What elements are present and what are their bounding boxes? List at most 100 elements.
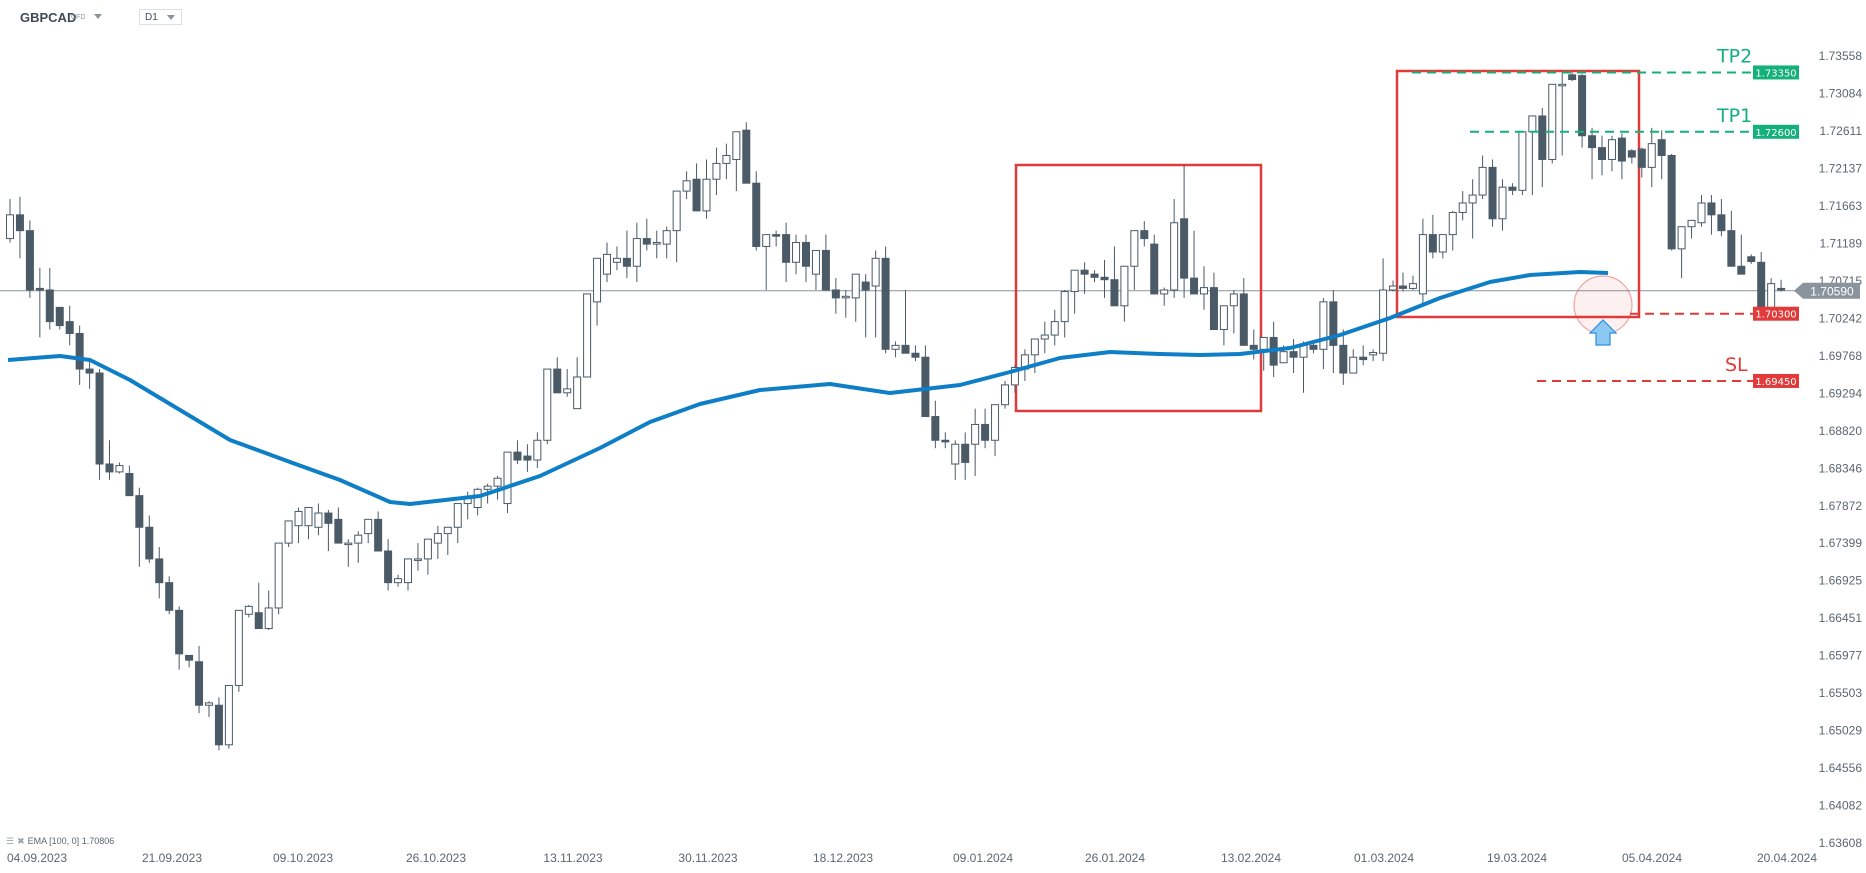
indicator-remove-icon[interactable]: ✖ bbox=[17, 836, 25, 846]
candle-body bbox=[662, 230, 671, 245]
candle bbox=[642, 218, 651, 251]
candle bbox=[961, 432, 970, 480]
candle-body bbox=[593, 257, 602, 303]
candle bbox=[1578, 74, 1587, 148]
candle bbox=[274, 542, 283, 615]
candle bbox=[433, 525, 442, 559]
ema-100-line bbox=[7, 270, 1609, 506]
candle bbox=[1677, 226, 1686, 279]
candle bbox=[1637, 147, 1646, 178]
candle-body bbox=[85, 368, 94, 374]
candle-body bbox=[1737, 265, 1746, 275]
indicator-settings-icon[interactable]: ☰ bbox=[6, 836, 15, 846]
candle bbox=[374, 511, 383, 552]
candle bbox=[1001, 380, 1009, 409]
candle bbox=[135, 487, 144, 567]
candle bbox=[881, 246, 890, 354]
candle-body bbox=[1418, 234, 1427, 295]
candle bbox=[1588, 127, 1597, 180]
candle-body bbox=[1209, 287, 1218, 331]
candle bbox=[1180, 164, 1189, 298]
candle-body bbox=[1617, 137, 1626, 162]
candle-body bbox=[1767, 283, 1776, 311]
candle-body bbox=[1050, 321, 1059, 336]
candle bbox=[443, 526, 452, 555]
candle-body bbox=[1528, 115, 1537, 133]
timeframe-select[interactable]: D1 bbox=[139, 9, 182, 25]
candle-body bbox=[433, 533, 442, 544]
candle-body bbox=[6, 214, 14, 240]
candle-body bbox=[1448, 211, 1457, 236]
candle bbox=[65, 305, 74, 346]
candle-body bbox=[1070, 269, 1079, 293]
chevron-down-icon bbox=[167, 15, 175, 20]
candle bbox=[1379, 258, 1388, 362]
level-price-tag bbox=[1753, 373, 1799, 388]
level-price-tag bbox=[1753, 306, 1799, 321]
candle-body bbox=[1130, 230, 1139, 267]
candle-body bbox=[1200, 287, 1208, 295]
candle bbox=[1737, 234, 1746, 275]
candle bbox=[543, 368, 552, 445]
candle-body bbox=[861, 281, 870, 291]
price-axis[interactable]: 1.73558 1.73084 1.72611 1.72137 1.71663 1.711… bbox=[1794, 49, 1862, 850]
candle-body bbox=[1030, 338, 1039, 356]
date-tick: 26.10.2023 bbox=[406, 851, 466, 865]
candle bbox=[1458, 191, 1467, 221]
symbol-dropdown-chevron-icon[interactable] bbox=[94, 14, 102, 19]
candle-body bbox=[1140, 230, 1149, 240]
candle-body bbox=[244, 605, 253, 615]
candle-body bbox=[264, 607, 273, 630]
candle-body bbox=[1667, 155, 1676, 250]
candle bbox=[45, 267, 54, 330]
time-axis[interactable]: 04.09.2023 21.09.2023 09.10.2023 26.10.2023… bbox=[7, 851, 1817, 865]
candle-body bbox=[792, 242, 801, 263]
candle-body bbox=[871, 257, 880, 287]
candle bbox=[1528, 115, 1537, 196]
candle-body bbox=[1060, 291, 1069, 323]
candle bbox=[951, 440, 960, 480]
candle bbox=[672, 190, 681, 263]
candle bbox=[622, 230, 631, 279]
candle-body bbox=[1219, 305, 1228, 331]
date-tick: 18.12.2023 bbox=[813, 851, 873, 865]
current-price-tag bbox=[1794, 282, 1860, 299]
candle-body bbox=[25, 230, 34, 291]
candle bbox=[234, 609, 243, 692]
candle-body bbox=[563, 388, 572, 394]
date-tick: 19.03.2024 bbox=[1487, 851, 1547, 865]
candle-body bbox=[1607, 139, 1616, 160]
candle bbox=[1150, 234, 1159, 295]
symbol-type-badge: CFD bbox=[71, 14, 86, 21]
candle bbox=[523, 444, 532, 472]
candle-body bbox=[185, 654, 194, 661]
candle-body bbox=[782, 234, 791, 263]
candle bbox=[1488, 159, 1497, 227]
price-tick: 1.66451 bbox=[1819, 611, 1863, 625]
candle bbox=[1369, 349, 1378, 362]
indicator-legend: ☰ ✖ EMA [100, 0] 1.70806 bbox=[6, 836, 114, 847]
candle-body bbox=[891, 344, 900, 350]
candle bbox=[1548, 83, 1557, 164]
price-tick: 1.67872 bbox=[1819, 499, 1863, 513]
candle bbox=[244, 604, 253, 618]
price-tick: 1.68820 bbox=[1819, 424, 1863, 438]
candle-body bbox=[1040, 334, 1049, 340]
candle-body bbox=[155, 558, 164, 584]
candle bbox=[1627, 149, 1636, 164]
candle-body bbox=[234, 609, 243, 686]
level-label: SL bbox=[1725, 354, 1748, 376]
candle-body bbox=[1657, 139, 1666, 157]
symbol-name[interactable]: GBPCAD bbox=[20, 10, 77, 25]
price-tick: 1.71663 bbox=[1819, 199, 1863, 213]
candle bbox=[205, 701, 213, 718]
level-price-value: 1.69450 bbox=[1755, 377, 1796, 388]
candle-body bbox=[1289, 351, 1298, 358]
candle bbox=[1110, 246, 1119, 307]
candle-body bbox=[1558, 83, 1567, 87]
candle bbox=[931, 400, 940, 449]
date-tick: 09.10.2023 bbox=[273, 851, 333, 865]
price-tick: 1.70242 bbox=[1819, 311, 1863, 325]
candle-body bbox=[1717, 214, 1726, 232]
